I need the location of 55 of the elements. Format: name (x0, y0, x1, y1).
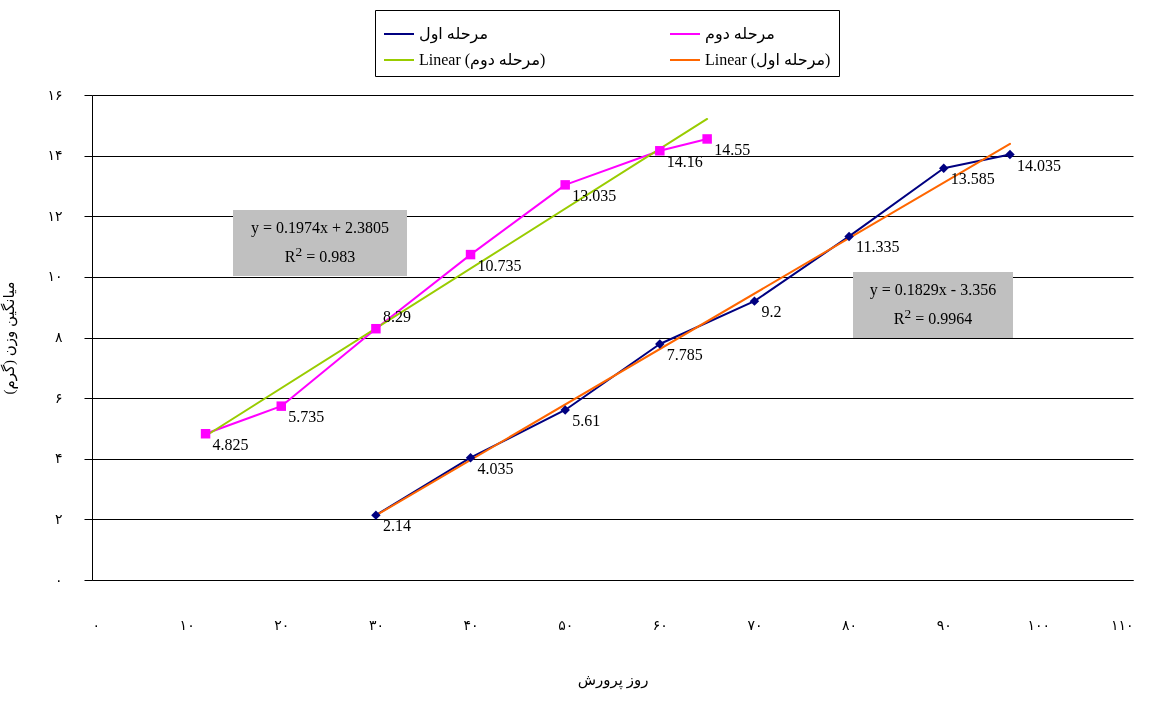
data-label: 9.2 (761, 303, 782, 321)
point (465, 452, 476, 463)
legend-label: Linear (مرحله اول) (705, 51, 831, 70)
legend-label: Linear (مرحله دوم) (419, 51, 546, 70)
data-label: 14.55 (714, 140, 751, 158)
x-tick-label: ۹۰ (936, 617, 952, 633)
y-tick-label: ۴ (54, 451, 63, 467)
data-label: 10.735 (477, 256, 522, 274)
x-tick-label: ۲۰ (274, 617, 290, 633)
y-axis-title: میانگین وزن (گرم) (0, 281, 19, 395)
x-tick-label: ۰ (92, 617, 101, 633)
x-tick-label: ۸۰ (842, 617, 858, 633)
annotation: R$^{2}$ = 0.9964 (893, 306, 973, 328)
data-label: 7.785 (666, 346, 703, 364)
point (655, 146, 665, 156)
point (749, 296, 760, 306)
x-axis-title: روز پرورش (577, 671, 649, 690)
data-label: 13.585 (950, 170, 995, 188)
annotation: R$^{2}$ = 0.983 (284, 244, 356, 266)
y-tick-label: ۱۶ (47, 87, 63, 103)
y-tick-label: ۱۲ (47, 208, 63, 224)
data-label: 5.735 (288, 408, 325, 426)
annotation: y = 0.1829x - 3.356 (869, 281, 997, 298)
x-tick-label: ۶۰ (652, 617, 668, 633)
y-tick-label: ۱۴ (47, 148, 63, 164)
x-tick-label: ۳۰ (368, 617, 384, 633)
x-tick-label: ۱۰۰ (1027, 617, 1051, 633)
x-tick-label: ۱۱۰ (1110, 617, 1134, 633)
data-label: 4.035 (477, 459, 514, 477)
x-tick-label: ۵۰ (558, 617, 574, 633)
point (465, 249, 476, 260)
y-tick-label: ۶ (54, 390, 63, 406)
data-label: 11.335 (856, 238, 900, 256)
point (371, 323, 381, 334)
point (938, 163, 949, 173)
data-label: 14.035 (1016, 156, 1061, 174)
y-tick-label: ۰ (54, 572, 63, 588)
annotation: y = 0.1974x + 2.3805 (250, 219, 390, 236)
data-label: 2.14 (382, 517, 411, 535)
point (276, 401, 287, 411)
y-tick-label: ۱۰ (47, 269, 63, 285)
data-label: 5.61 (572, 411, 601, 429)
x-tick-label: ۷۰ (747, 617, 763, 633)
legend-label: مرحله دوم (705, 25, 775, 44)
point (702, 134, 712, 144)
y-tick-label: ۸ (54, 330, 63, 345)
x-tick-label: ۴۰ (463, 617, 479, 633)
x-tick-label: ۱۰ (179, 617, 195, 633)
point (1005, 149, 1015, 160)
point (844, 231, 854, 242)
point (560, 180, 570, 190)
legend-label: مرحله اول (419, 25, 488, 44)
y-tick-label: ۲ (54, 511, 63, 527)
point (200, 429, 211, 439)
data-label: 4.825 (212, 435, 249, 453)
